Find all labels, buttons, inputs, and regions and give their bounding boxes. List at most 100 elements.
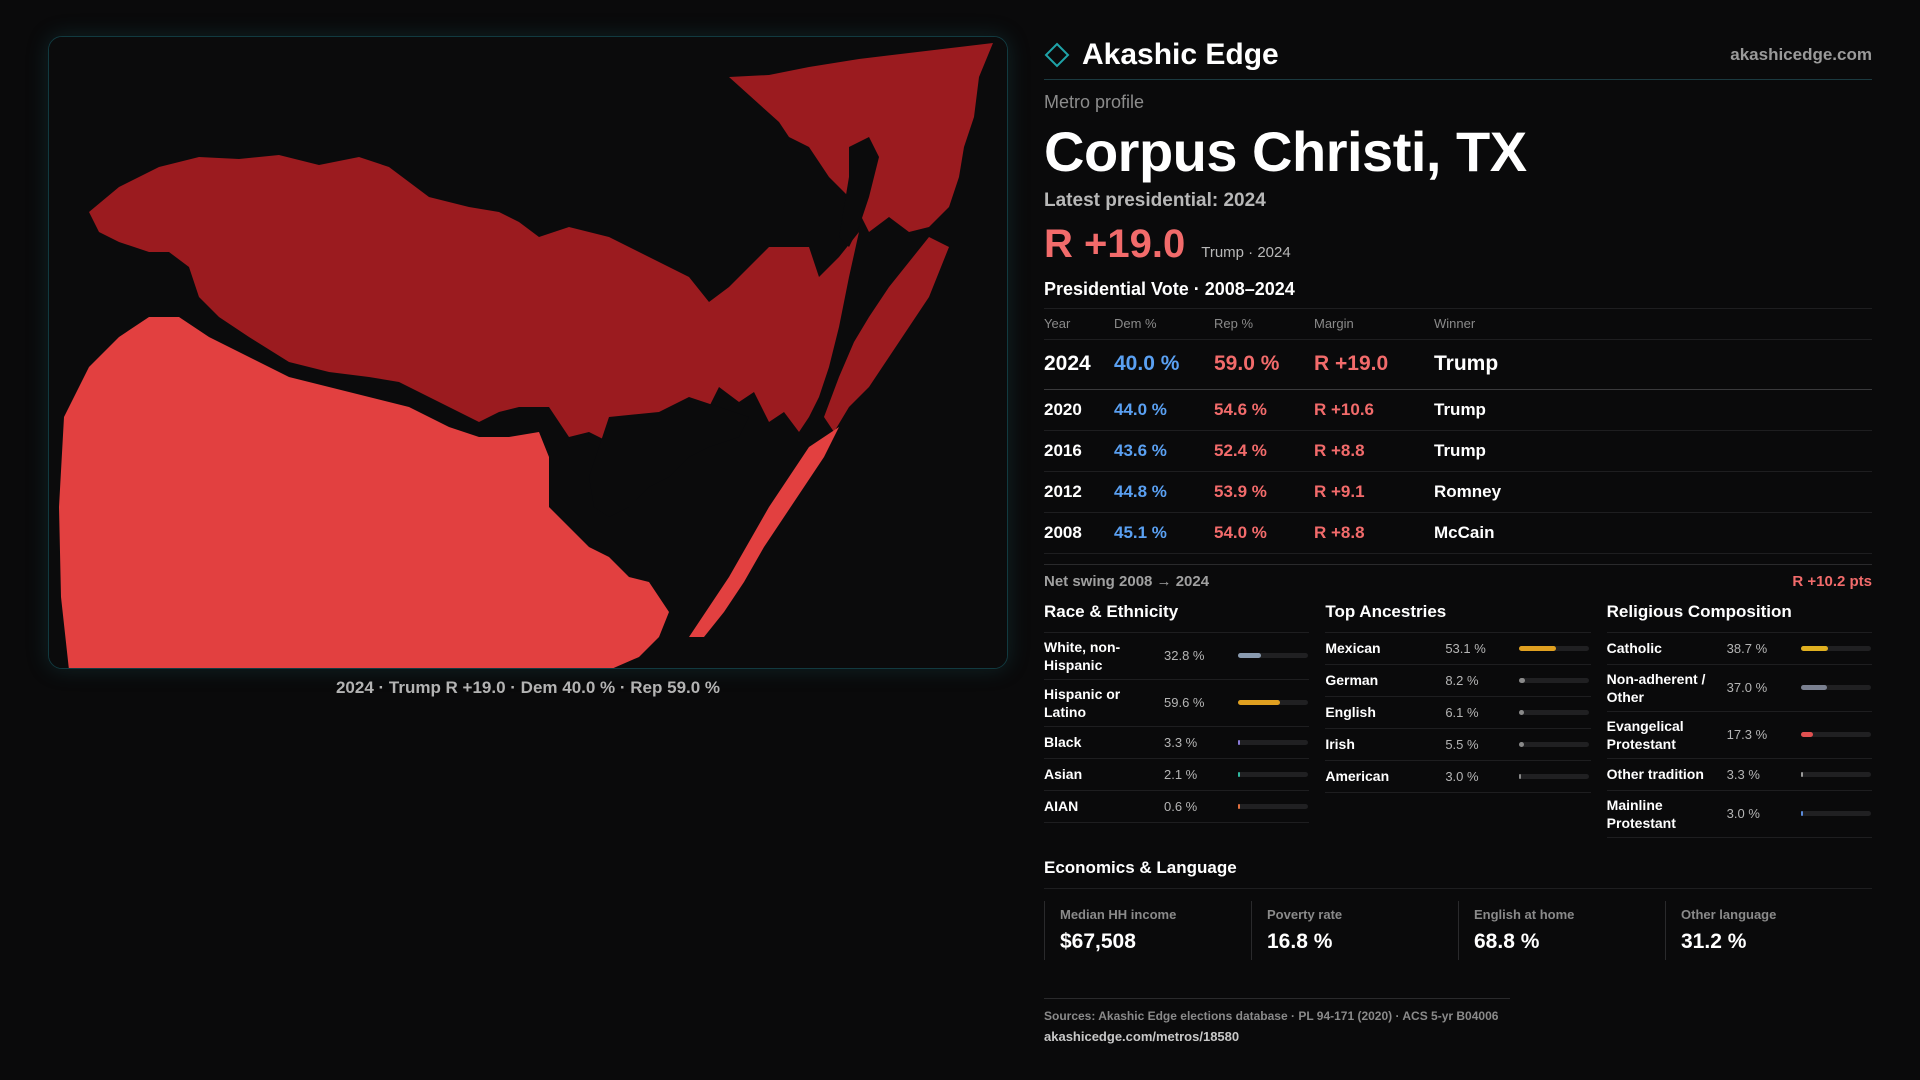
county-northeast[interactable] — [729, 43, 993, 232]
ancestry-title: Top Ancestries — [1325, 602, 1591, 633]
county-south[interactable] — [59, 317, 669, 669]
stat-row: Mainline Protestant 3.0 % — [1606, 791, 1872, 838]
stat-bar — [1238, 700, 1308, 705]
stat-label: White, non-Hispanic — [1044, 638, 1121, 673]
economics-title: Economics & Language — [1044, 858, 1872, 889]
county-northwest[interactable] — [89, 155, 859, 457]
stat-row: Non-adherent / Other 37.0 % — [1606, 665, 1872, 712]
religion-title: Religious Composition — [1606, 602, 1872, 633]
cell-margin: R +8.8 — [1314, 512, 1434, 554]
stat-bar — [1800, 645, 1871, 651]
page-title: Corpus Christi, TX — [1044, 120, 1527, 183]
stat-value: 3.3 % — [1164, 734, 1198, 750]
stat-label: Evangelical Protestant — [1606, 717, 1684, 752]
cell-year: 2024 — [1044, 339, 1114, 390]
bay-inlet — [839, 137, 879, 247]
diamond-logo-icon — [1044, 42, 1070, 67]
cell-rep: 53.9 % — [1214, 471, 1314, 513]
stat-bar — [1800, 771, 1871, 777]
cell-rep: 54.0 % — [1214, 512, 1314, 554]
stat-value: 3.0 % — [1445, 768, 1479, 784]
vote-section-title: Presidential Vote · 2008–2024 — [1044, 279, 1872, 309]
cell-rep: 59.0 % — [1214, 339, 1314, 390]
cell-dem: 45.1 % — [1114, 512, 1214, 554]
stat-bar — [1800, 811, 1871, 816]
stat-bar-fill — [1800, 771, 1803, 777]
stat-label: AIAN — [1044, 798, 1079, 814]
net-swing-label: Net swing 2008 → 2024 — [1044, 572, 1210, 590]
cell-year: 2008 — [1044, 512, 1114, 554]
brand[interactable]: Akashic Edge — [1044, 38, 1279, 72]
cell-winner: Trump — [1434, 339, 1872, 390]
stat-value: 3.0 % — [1726, 806, 1760, 821]
vote-table: Year Dem % Rep % Margin Winner 2024 40.0… — [1044, 309, 1872, 554]
vote-table-header: Year Dem % Rep % Margin Winner — [1044, 309, 1872, 340]
stat-bar-fill — [1519, 709, 1524, 715]
demographics-columns: Race & Ethnicity White, non-Hispanic 32.8… — [1044, 602, 1872, 838]
econ-value: 16.8 % — [1267, 929, 1333, 953]
cell-margin: R +10.6 — [1314, 389, 1434, 431]
stat-label: Hispanic or Latino — [1044, 685, 1121, 720]
cell-winner: Romney — [1434, 471, 1872, 513]
stat-bar-fill — [1519, 677, 1525, 683]
stat-value: 3.3 % — [1726, 766, 1760, 782]
stat-row: Catholic 38.7 % — [1606, 633, 1872, 665]
stat-label: Mainline Protestant — [1606, 796, 1676, 831]
stat-label: German — [1325, 672, 1379, 688]
economics-grid: Median HH income $67,508 Poverty rate 16… — [1044, 900, 1872, 960]
stat-bar-fill — [1800, 685, 1827, 690]
table-row: 2016 43.6 % 52.4 % R +8.8 Trump — [1044, 430, 1872, 472]
map-caption: 2024 · Trump R +19.0 · Dem 40.0 % · Rep … — [335, 678, 721, 697]
stat-value: 0.6 % — [1164, 798, 1198, 814]
latest-presidential-label: Latest presidential: 2024 — [1044, 190, 1266, 211]
stat-bar-fill — [1238, 771, 1241, 777]
cell-dem: 40.0 % — [1114, 339, 1214, 390]
stat-value: 2.1 % — [1164, 766, 1198, 782]
stat-bar — [1238, 653, 1308, 658]
econ-other-language: Other language 31.2 % — [1665, 900, 1872, 960]
metro-map[interactable] — [48, 36, 1008, 669]
county-coastal-strip[interactable] — [824, 237, 949, 432]
stat-label: Black — [1044, 734, 1082, 750]
econ-label: Other language — [1681, 906, 1777, 922]
header-rep: Rep % — [1214, 309, 1314, 340]
stat-bar — [1238, 803, 1308, 809]
site-link[interactable]: akashicedge.com — [1730, 44, 1872, 64]
race-ethnicity-title: Race & Ethnicity — [1044, 602, 1310, 633]
stat-bar-fill — [1238, 739, 1241, 745]
econ-median-income: Median HH income $67,508 — [1044, 900, 1251, 960]
stat-label: Asian — [1044, 766, 1083, 782]
race-ethnicity-section: Race & Ethnicity White, non-Hispanic 32.8… — [1044, 602, 1310, 838]
eyebrow: Metro profile — [1044, 92, 1145, 112]
stat-bar-fill — [1519, 773, 1522, 779]
county-map-svg — [49, 37, 1007, 669]
net-swing-value: R +10.2 pts — [1792, 572, 1872, 590]
cell-margin: R +9.1 — [1314, 471, 1434, 513]
profile-panel: Akashic Edge akashicedge.com Metro profi… — [1044, 30, 1872, 1044]
stat-row: White, non-Hispanic 32.8 % — [1044, 633, 1310, 680]
table-row: 2024 40.0 % 59.0 % R +19.0 Trump — [1044, 339, 1872, 390]
econ-label: Median HH income — [1060, 906, 1177, 922]
brand-name: Akashic Edge — [1082, 37, 1279, 71]
stat-bar — [1238, 771, 1308, 777]
net-swing-row: Net swing 2008 → 2024 R +10.2 pts — [1044, 563, 1872, 590]
stat-bar — [1519, 645, 1590, 651]
header: Akashic Edge akashicedge.com — [1044, 30, 1872, 80]
stat-row: Asian 2.1 % — [1044, 759, 1310, 791]
stat-label: English — [1325, 704, 1376, 720]
stat-row: Other tradition 3.3 % — [1606, 759, 1872, 791]
stat-bar-fill — [1800, 645, 1828, 651]
sources-url[interactable]: akashicedge.com/metros/18580 — [1044, 1028, 1240, 1044]
econ-english-at-home: English at home 68.8 % — [1458, 900, 1665, 960]
stat-row: German 8.2 % — [1325, 665, 1591, 697]
cell-winner: McCain — [1434, 512, 1872, 554]
cell-rep: 54.6 % — [1214, 389, 1314, 431]
sources-line: Sources: Akashic Edge elections database… — [1044, 1008, 1499, 1023]
county-barrier-island[interactable] — [689, 427, 839, 637]
stat-bar-fill — [1238, 803, 1241, 809]
header-winner: Winner — [1434, 309, 1872, 340]
bay-water — [589, 397, 749, 517]
religion-section: Religious Composition Catholic 38.7 % Non-… — [1606, 602, 1872, 838]
cell-winner: Trump — [1434, 430, 1872, 472]
stat-label: Irish — [1325, 736, 1355, 752]
